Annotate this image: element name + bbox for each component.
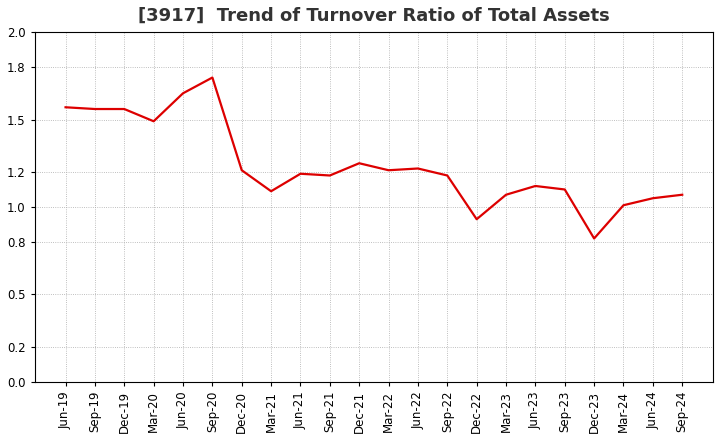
- Title: [3917]  Trend of Turnover Ratio of Total Assets: [3917] Trend of Turnover Ratio of Total …: [138, 7, 610, 25]
